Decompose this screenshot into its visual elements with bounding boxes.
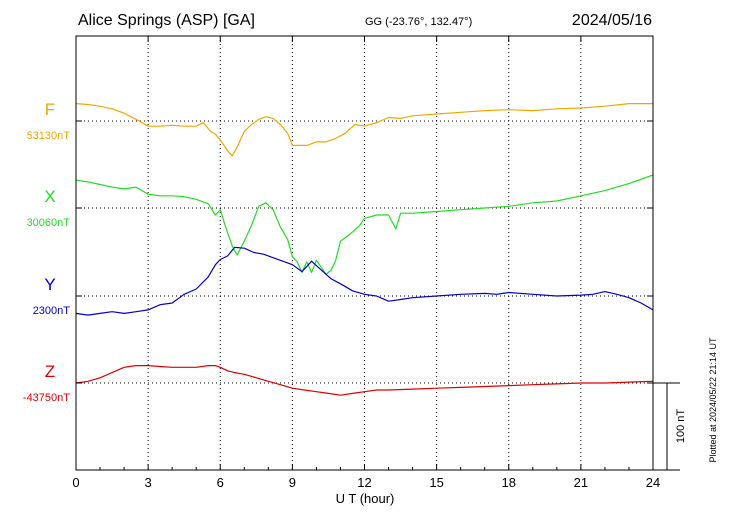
x-tick-label: 0 — [72, 475, 79, 490]
x-tick-label: 24 — [646, 475, 660, 490]
series-line-y — [75, 246, 654, 316]
coordinates-label: GG (-23.76°, 132.47°) — [365, 16, 472, 28]
station-title: Alice Springs (ASP) [GA] — [78, 12, 255, 29]
series-name-f: F — [45, 100, 55, 119]
series-labels: F 53130nT X 30060nT Y 2300nT Z -43750nT — [23, 100, 70, 404]
series-name-x: X — [44, 187, 55, 206]
series-lines — [75, 102, 654, 396]
date-label: 2024/05/16 — [572, 12, 652, 29]
x-axis-ticks: 0 3 6 9 12 15 18 21 24 — [72, 36, 660, 490]
x-tick-label: 9 — [289, 475, 296, 490]
x-tick-label: 15 — [429, 475, 443, 490]
grid-lines — [76, 36, 653, 470]
x-tick-label: 12 — [357, 475, 371, 490]
scale-bar-label: 100 nT — [675, 409, 687, 444]
series-baseline-x: 30060nT — [27, 217, 71, 229]
x-tick-label: 6 — [217, 475, 224, 490]
series-name-z: Z — [45, 362, 55, 381]
x-tick-label: 3 — [145, 475, 152, 490]
series-line-z — [75, 365, 654, 396]
plotted-timestamp: Plotted at 2024/05/22 21:14 UT — [708, 337, 718, 463]
x-tick-label: 18 — [502, 475, 516, 490]
x-axis-label: U T (hour) — [336, 491, 395, 506]
x-tick-label: 21 — [574, 475, 588, 490]
series-baseline-y: 2300nT — [33, 305, 71, 317]
series-name-y: Y — [44, 275, 55, 294]
series-baseline-z: -43750nT — [23, 392, 70, 404]
scale-bar: 100 nT — [653, 382, 687, 471]
series-line-f — [75, 102, 653, 157]
series-line-x — [75, 174, 654, 275]
series-baseline-f: 53130nT — [27, 130, 71, 142]
